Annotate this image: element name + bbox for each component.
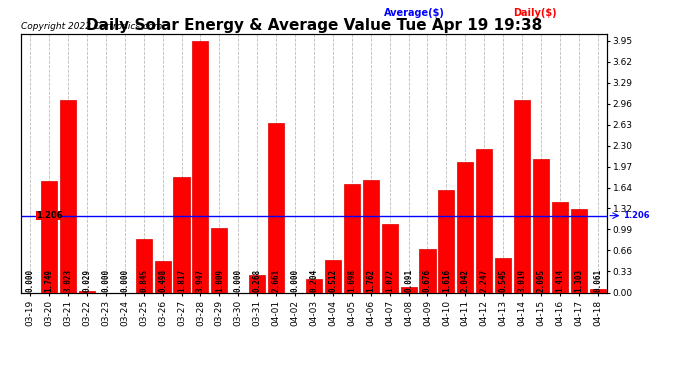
Text: 0.000: 0.000: [290, 269, 299, 292]
Bar: [552, 202, 568, 292]
Text: 1.206: 1.206: [36, 211, 62, 220]
Bar: [79, 291, 95, 292]
Text: 0.000: 0.000: [120, 269, 129, 292]
Bar: [363, 180, 379, 292]
Bar: [155, 261, 170, 292]
Bar: [590, 289, 606, 292]
Bar: [211, 228, 228, 292]
Bar: [41, 181, 57, 292]
Text: 2.042: 2.042: [461, 269, 470, 292]
Text: 0.000: 0.000: [101, 269, 110, 292]
Text: Copyright 2022 Cartronics.com: Copyright 2022 Cartronics.com: [21, 22, 162, 31]
Text: 2.095: 2.095: [537, 269, 546, 292]
Text: 1.206: 1.206: [623, 211, 650, 220]
Text: 2.247: 2.247: [480, 269, 489, 292]
Bar: [382, 224, 397, 292]
Text: Average($): Average($): [384, 8, 445, 18]
Bar: [193, 41, 208, 292]
Bar: [514, 100, 530, 292]
Text: 0.204: 0.204: [309, 269, 319, 292]
Text: 0.676: 0.676: [423, 269, 432, 292]
Text: 1.009: 1.009: [215, 269, 224, 292]
Text: 1.414: 1.414: [555, 269, 564, 292]
Bar: [136, 238, 152, 292]
Text: 3.023: 3.023: [63, 269, 72, 292]
Text: 0.545: 0.545: [499, 269, 508, 292]
Bar: [420, 249, 435, 292]
Bar: [571, 210, 587, 292]
Text: 0.000: 0.000: [26, 269, 34, 292]
Bar: [533, 159, 549, 292]
Text: 3.947: 3.947: [196, 269, 205, 292]
Text: 1.817: 1.817: [177, 269, 186, 292]
Bar: [249, 275, 265, 292]
Text: 1.762: 1.762: [366, 269, 375, 292]
Bar: [325, 260, 341, 292]
Bar: [173, 177, 190, 292]
Text: 0.000: 0.000: [234, 269, 243, 292]
Bar: [60, 100, 76, 292]
Text: 3.019: 3.019: [518, 269, 526, 292]
Text: 0.029: 0.029: [82, 269, 91, 292]
Text: 0.512: 0.512: [328, 269, 337, 292]
Bar: [438, 189, 455, 292]
Text: 1.749: 1.749: [45, 269, 54, 292]
Text: 1.303: 1.303: [574, 269, 583, 292]
Bar: [476, 149, 492, 292]
Text: 0.061: 0.061: [593, 269, 602, 292]
Text: 0.091: 0.091: [404, 269, 413, 292]
Text: 1.698: 1.698: [347, 269, 356, 292]
Text: 0.498: 0.498: [158, 269, 167, 292]
Text: 2.661: 2.661: [272, 269, 281, 292]
Bar: [400, 287, 417, 292]
Text: 0.845: 0.845: [139, 269, 148, 292]
Bar: [344, 184, 359, 292]
Text: Daily($): Daily($): [513, 8, 557, 18]
Text: 1.616: 1.616: [442, 269, 451, 292]
Text: 1.072: 1.072: [385, 269, 394, 292]
Title: Daily Solar Energy & Average Value Tue Apr 19 19:38: Daily Solar Energy & Average Value Tue A…: [86, 18, 542, 33]
Bar: [495, 258, 511, 292]
Bar: [268, 123, 284, 292]
Bar: [306, 279, 322, 292]
Bar: [457, 162, 473, 292]
Text: 0.268: 0.268: [253, 269, 262, 292]
